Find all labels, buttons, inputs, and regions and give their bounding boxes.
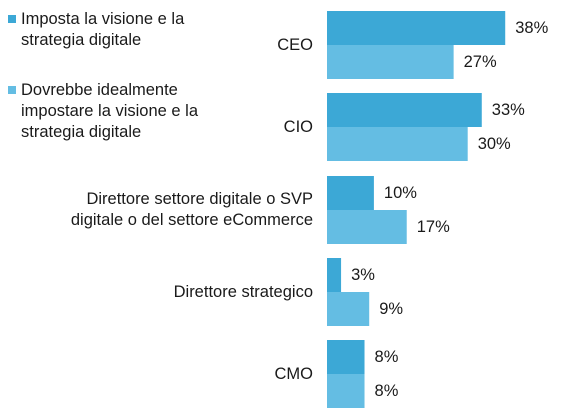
- category-label: CMO: [275, 364, 314, 385]
- legend-label-line: strategia digitale: [21, 31, 142, 49]
- category-label-line: CMO: [274, 364, 314, 383]
- bar-current: [327, 93, 482, 127]
- data-label: 8%: [374, 382, 399, 400]
- data-label: 30%: [477, 135, 511, 153]
- data-label: 8%: [374, 348, 399, 366]
- legend-label: Dovrebbe idealmente impostare la visione …: [21, 80, 198, 143]
- category-label-line: CIO: [283, 117, 313, 136]
- bar-current: [327, 11, 506, 45]
- data-label: 9%: [379, 300, 404, 318]
- legend-label-line: strategia digitale: [21, 123, 142, 141]
- bar-ideal: [327, 45, 454, 79]
- category-label-line: Direttore settore digitale o SVP: [86, 190, 313, 208]
- category-label-line: Direttore strategico: [173, 282, 313, 301]
- category-label: Direttore strategico: [174, 282, 313, 303]
- bar-current: [327, 340, 365, 374]
- bar-current: [327, 176, 374, 210]
- data-label: 33%: [491, 101, 525, 119]
- legend-label-line: Dovrebbe idealmente: [21, 81, 178, 99]
- legend-label: Imposta la visione e la strategia digital…: [21, 9, 184, 51]
- category-label-line: digitale o del settore eCommerce: [70, 211, 313, 229]
- data-label: 17%: [416, 218, 450, 236]
- bar-ideal: [327, 292, 370, 326]
- data-label: 27%: [463, 53, 497, 71]
- bar-current: [327, 258, 342, 292]
- category-label: Direttore settore digitale o SVP digitale…: [71, 189, 313, 231]
- legend-swatch: [8, 15, 16, 23]
- data-label: 38%: [515, 19, 549, 37]
- bar-ideal: [327, 374, 365, 408]
- category-label: CEO: [277, 35, 313, 56]
- bar-ideal: [327, 127, 468, 161]
- data-label: 10%: [383, 184, 417, 202]
- data-label: 3%: [351, 266, 375, 284]
- legend-label-line: impostare la visione e la: [21, 102, 199, 120]
- category-label-line: CEO: [277, 35, 313, 54]
- legend-swatch: [8, 86, 16, 94]
- legend-label-line: Imposta la visione e la: [21, 10, 185, 28]
- category-label: CIO: [284, 117, 313, 138]
- bar-ideal: [327, 210, 407, 244]
